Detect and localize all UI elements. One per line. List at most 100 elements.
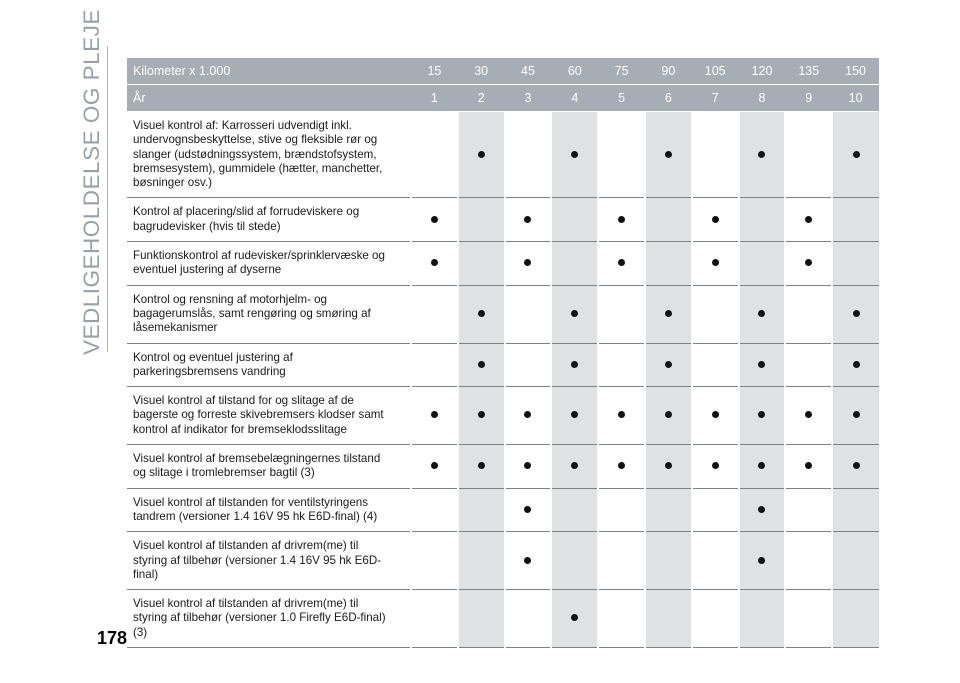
header-year-value: 10: [832, 84, 879, 112]
interval-cell: [550, 241, 599, 286]
scheduled-dot-icon: [711, 215, 719, 223]
interval-cell: [831, 111, 879, 199]
operation-description: Kontrol og rensning af motorhjelm- og ba…: [127, 285, 411, 344]
interval-cell: [550, 444, 599, 489]
interval-cell: [784, 241, 833, 286]
header-year-label: År: [127, 84, 411, 112]
interval-cell: [550, 386, 599, 446]
interval-cell: [737, 343, 786, 388]
interval-cell: [410, 589, 458, 649]
interval-cell: [643, 285, 692, 344]
interval-cell: [784, 444, 833, 489]
interval-cell: [831, 589, 879, 649]
scheduled-dot-icon: [618, 215, 626, 223]
interval-cell: [597, 531, 645, 591]
interval-cell: [737, 444, 786, 489]
scheduled-dot-icon: [524, 505, 532, 513]
interval-cell: [456, 531, 505, 591]
interval-cell: [597, 285, 645, 344]
operation-description: Visuel kontrol af tilstanden af drivrem(…: [127, 589, 411, 649]
scheduled-dot-icon: [758, 360, 766, 368]
interval-cell: [456, 386, 505, 446]
interval-cell: [784, 589, 833, 649]
interval-cell: [503, 343, 552, 388]
schedule-row: Visuel kontrol af bremsebelægningernes t…: [127, 444, 879, 489]
interval-cell: [550, 285, 599, 344]
interval-cell: [597, 111, 645, 199]
interval-cell: [831, 285, 879, 344]
interval-cell: [831, 197, 879, 243]
scheduled-dot-icon: [852, 462, 860, 470]
interval-cell: [737, 285, 786, 344]
interval-cell: [737, 111, 786, 199]
interval-cell: [690, 241, 739, 286]
interval-cell: [410, 488, 458, 533]
interval-cell: [737, 531, 786, 591]
interval-cell: [503, 285, 552, 344]
interval-cell: [410, 343, 458, 388]
scheduled-dot-icon: [664, 309, 672, 317]
schedule-row: Visuel kontrol af tilstanden af drivrem(…: [127, 589, 879, 649]
scheduled-dot-icon: [477, 150, 485, 158]
header-year-value: 4: [551, 84, 599, 112]
scheduled-dot-icon: [524, 215, 532, 223]
interval-cell: [503, 589, 552, 649]
interval-cell: [597, 343, 645, 388]
interval-cell: [690, 111, 739, 199]
scheduled-dot-icon: [852, 360, 860, 368]
interval-cell: [784, 197, 833, 243]
operation-description: Visuel kontrol af tilstanden af drivrem(…: [127, 531, 411, 591]
scheduled-dot-icon: [571, 614, 579, 622]
scheduled-dot-icon: [618, 462, 626, 470]
scheduled-dot-icon: [430, 259, 438, 267]
interval-cell: [643, 111, 692, 199]
interval-cell: [503, 111, 552, 199]
interval-cell: [784, 343, 833, 388]
operation-description: Visuel kontrol af tilstanden for ventils…: [127, 488, 411, 533]
scheduled-dot-icon: [805, 462, 813, 470]
interval-cell: [503, 241, 552, 286]
interval-cell: [550, 197, 599, 243]
interval-cell: [410, 241, 458, 286]
header-row-km: Kilometer x 1.000 15 30 45 60 75 90 105 120 135 1…: [127, 58, 879, 85]
scheduled-dot-icon: [711, 259, 719, 267]
section-title: VEDLIGEHOLDELSE OG PLEJE: [79, 9, 104, 355]
interval-cell: [831, 488, 879, 533]
interval-cell: [456, 197, 505, 243]
interval-cell: [597, 386, 645, 446]
scheduled-dot-icon: [664, 360, 672, 368]
interval-cell: [690, 488, 739, 533]
interval-cell: [410, 197, 458, 243]
scheduled-dot-icon: [571, 360, 579, 368]
interval-cell: [597, 444, 645, 489]
interval-cell: [456, 285, 505, 344]
interval-cell: [503, 488, 552, 533]
interval-cell: [456, 343, 505, 388]
operation-description: Visuel kontrol af: Karrosseri udvendigt …: [127, 111, 411, 199]
operation-description: Kontrol af placering/slid af forrudevisk…: [127, 197, 411, 243]
header-km-label: Kilometer x 1.000: [127, 58, 411, 85]
scheduled-dot-icon: [711, 411, 719, 419]
interval-cell: [410, 531, 458, 591]
scheduled-dot-icon: [524, 259, 532, 267]
interval-cell: [690, 197, 739, 243]
interval-cell: [456, 444, 505, 489]
header-km-value: 30: [457, 58, 505, 85]
header-year-value: 2: [457, 84, 505, 112]
interval-cell: [784, 386, 833, 446]
scheduled-dot-icon: [852, 150, 860, 158]
interval-cell: [410, 285, 458, 344]
interval-cell: [737, 488, 786, 533]
header-km-value: 60: [551, 58, 599, 85]
scheduled-dot-icon: [477, 360, 485, 368]
operation-description: Visuel kontrol af tilstand for og slitag…: [127, 386, 411, 446]
scheduled-dot-icon: [758, 505, 766, 513]
header-year-value: 1: [411, 84, 458, 112]
scheduled-dot-icon: [805, 411, 813, 419]
header-year-value: 9: [785, 84, 833, 112]
interval-cell: [643, 197, 692, 243]
header-year-value: 6: [644, 84, 692, 112]
interval-cell: [784, 111, 833, 199]
schedule-row: Visuel kontrol af tilstanden af drivrem(…: [127, 531, 879, 591]
schedule-row: Kontrol og eventuel justering af parkeri…: [127, 343, 879, 388]
